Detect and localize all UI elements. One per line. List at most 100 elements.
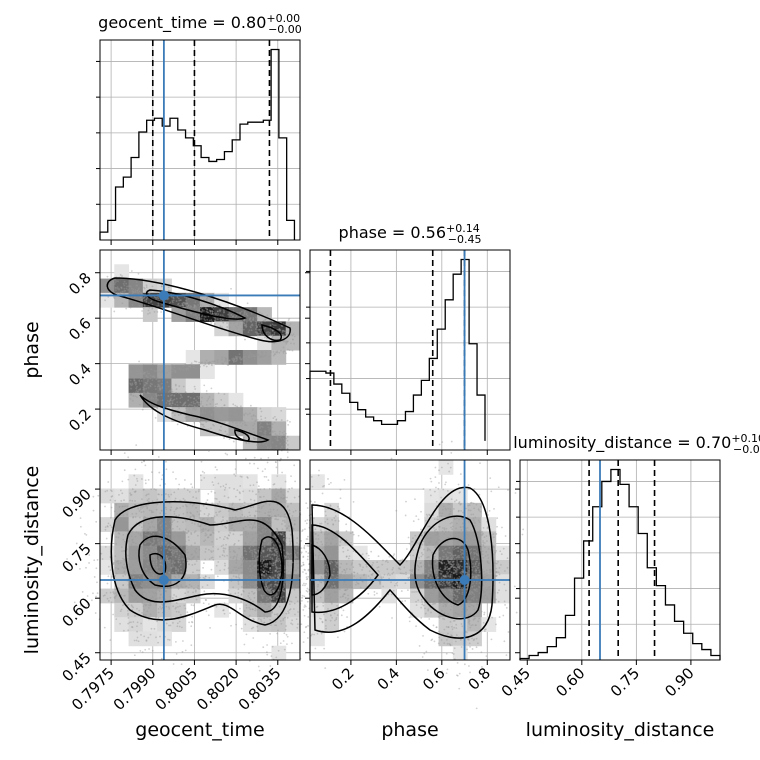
sample-point <box>483 628 486 631</box>
sample-point <box>199 365 202 368</box>
sample-point <box>193 305 196 308</box>
sample-point <box>318 617 321 620</box>
sample-point <box>467 484 470 486</box>
density-cell <box>214 350 230 365</box>
sample-point <box>178 625 181 628</box>
sample-point <box>195 308 198 311</box>
sample-point <box>446 668 449 671</box>
sample-point <box>229 550 232 553</box>
sample-point <box>153 296 156 299</box>
sample-point <box>201 470 204 473</box>
density-cell <box>200 392 215 408</box>
sample-point <box>153 376 156 379</box>
sample-point <box>199 403 202 406</box>
sample-point <box>118 287 120 290</box>
sample-point <box>145 639 148 642</box>
sample-point <box>372 561 375 564</box>
sample-point <box>246 576 248 579</box>
sample-point <box>242 321 245 324</box>
sample-point <box>142 306 145 309</box>
sample-point <box>321 492 324 495</box>
sample-point <box>171 390 174 393</box>
sample-point <box>335 554 338 556</box>
sample-point <box>226 537 229 540</box>
sample-point <box>175 550 178 553</box>
sample-point <box>236 356 239 358</box>
density-cell <box>214 392 230 408</box>
sample-point <box>131 626 133 628</box>
sample-point <box>486 540 488 542</box>
sample-point <box>256 352 259 355</box>
sample-point <box>259 332 262 335</box>
sample-point <box>274 498 277 501</box>
sample-point <box>429 576 432 579</box>
sample-point <box>185 367 188 370</box>
density-cell <box>171 364 187 380</box>
sample-point <box>130 394 133 397</box>
sample-point <box>238 577 241 580</box>
sample-point <box>145 603 148 606</box>
sample-point <box>240 357 243 360</box>
sample-point <box>177 302 180 305</box>
sample-point <box>170 517 172 520</box>
sample-point <box>202 530 204 533</box>
sample-point <box>412 520 415 523</box>
sample-point <box>185 414 187 417</box>
sample-point <box>282 640 285 642</box>
sample-point <box>148 607 150 609</box>
sample-point <box>280 349 282 352</box>
sample-point <box>150 572 153 575</box>
sample-point <box>193 405 196 408</box>
sample-point <box>266 314 269 317</box>
sample-point <box>167 289 170 292</box>
sample-point <box>229 516 231 519</box>
sample-point <box>135 542 137 545</box>
sample-point <box>260 430 263 433</box>
sample-point <box>135 382 138 385</box>
sample-point <box>197 556 200 559</box>
sample-point <box>252 567 254 570</box>
sample-point <box>212 484 215 486</box>
sample-point <box>384 560 387 563</box>
sample-point <box>157 304 160 307</box>
sample-point <box>249 325 252 328</box>
density-cell <box>271 407 287 422</box>
sample-point <box>196 569 198 572</box>
sample-point <box>253 499 256 502</box>
sample-point <box>478 582 481 584</box>
sample-point <box>278 567 280 570</box>
sample-point <box>256 481 258 484</box>
sample-point <box>146 610 149 613</box>
sample-point <box>263 570 266 573</box>
sample-point <box>213 305 215 308</box>
sample-point <box>195 360 198 363</box>
sample-point <box>325 598 328 600</box>
sample-point <box>178 299 181 302</box>
sample-point <box>282 350 285 353</box>
sample-point <box>177 568 180 571</box>
sample-point <box>243 501 246 504</box>
sample-point <box>495 570 498 573</box>
sample-point <box>329 481 332 484</box>
sample-point <box>187 367 189 370</box>
sample-point <box>125 519 128 521</box>
sample-point <box>291 487 293 490</box>
sample-point <box>277 629 279 632</box>
sample-point <box>129 494 132 496</box>
sample-point <box>248 356 251 359</box>
sample-point <box>286 616 289 619</box>
sample-point <box>336 614 339 616</box>
sample-point <box>144 479 147 482</box>
sample-point <box>336 604 339 607</box>
sample-point <box>130 535 133 538</box>
sample-point <box>288 537 291 540</box>
sample-point <box>114 287 117 289</box>
sample-point <box>127 614 129 616</box>
sample-point <box>233 487 235 490</box>
sample-point <box>224 525 226 528</box>
sample-point <box>515 611 518 614</box>
sample-point <box>250 320 253 323</box>
sample-point <box>198 513 201 516</box>
sample-point <box>140 379 143 382</box>
sample-point <box>274 437 277 440</box>
